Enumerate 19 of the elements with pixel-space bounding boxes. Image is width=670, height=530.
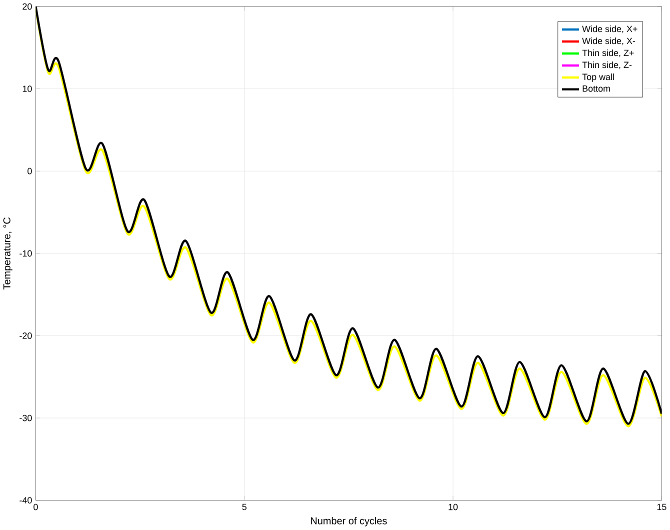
x-tick-label: 10 <box>448 504 458 510</box>
y-tick-label: 10 <box>22 86 32 92</box>
legend-label: Bottom <box>582 86 610 92</box>
y-tick-label: 0 <box>28 168 32 174</box>
x-tick-label: 5 <box>242 504 246 510</box>
y-axis-title: Temperature, °C <box>3 218 12 290</box>
legend-label: Thin side, Z- <box>582 62 632 70</box>
y-tick-label: -20 <box>20 332 32 340</box>
x-axis-title: Number of cycles <box>310 517 387 526</box>
x-tick-label: 15 <box>657 504 666 510</box>
legend-label: Wide side, X- <box>582 38 636 46</box>
x-tick-label: 0 <box>34 504 38 510</box>
y-tick-label: 20 <box>22 3 32 10</box>
y-tick-label: -30 <box>20 414 32 422</box>
legend-label: Top wall <box>582 74 614 82</box>
y-tick-label: -40 <box>20 497 32 504</box>
legend-label: Thin side, Z+ <box>582 50 634 58</box>
y-tick-label: -10 <box>20 250 32 257</box>
legend-label: Wide side, X+ <box>582 26 638 34</box>
